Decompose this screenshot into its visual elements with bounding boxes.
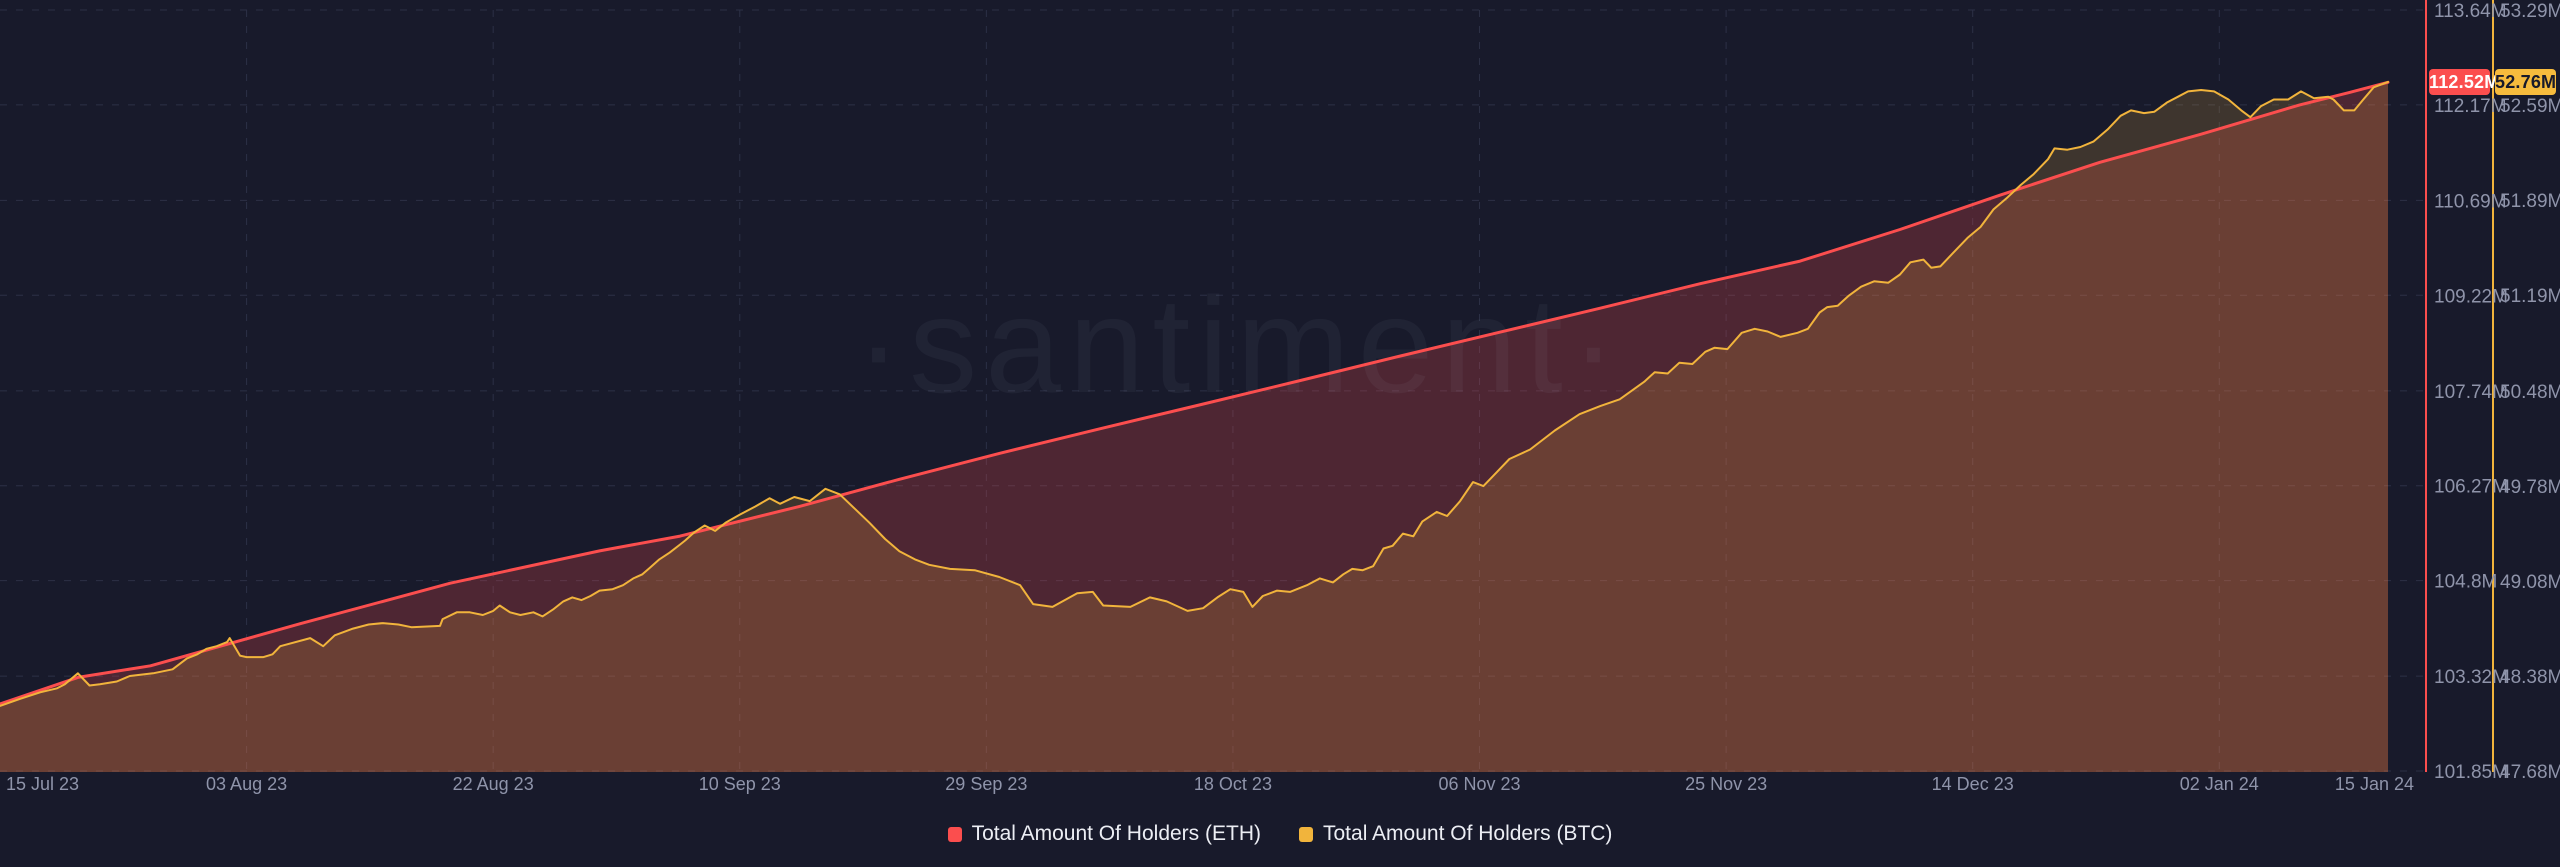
y-axis-labels: 113.64M 112.17M 110.69M 109.22M 107.74M 106.2… [2434, 1, 2560, 783]
x-axis-tick-label: 03 Aug 23 [206, 774, 287, 794]
x-axis-tick-label: 14 Dec 23 [1932, 774, 2014, 794]
btc-axis-tick-label: 52.59M [2500, 96, 2560, 117]
gridlines [0, 9, 2425, 772]
eth-area-fill [0, 82, 2388, 773]
eth-axis-tick-label: 107.74M [2434, 382, 2508, 403]
legend-item-btc[interactable]: Total Amount Of Holders (BTC) [1299, 822, 1612, 846]
eth-axis-tick-label: 101.85M [2434, 762, 2508, 783]
btc-axis-tick-label: 51.19M [2500, 286, 2560, 307]
eth-axis-tick-label: 110.69M [2434, 191, 2507, 212]
legend: Total Amount Of Holders (ETH) Total Amou… [0, 822, 2560, 846]
x-axis-tick-label: 22 Aug 23 [453, 774, 534, 794]
x-axis-tick-label: 25 Nov 23 [1685, 774, 1767, 794]
eth-legend-swatch-icon [947, 826, 962, 842]
eth-axis-tick-label: 103.32M [2434, 667, 2508, 688]
x-axis-tick-label: 02 Jan 24 [2180, 774, 2259, 794]
eth-series-line [0, 80, 2390, 706]
eth-axis-tick-label: 109.22M [2434, 286, 2508, 307]
x-axis-tick-label: 15 Jul 23 [6, 774, 79, 794]
btc-area-fill [0, 81, 2388, 772]
x-axis-tick-label: 29 Sep 23 [945, 774, 1027, 794]
btc-axis-tick-label: 53.29M [2500, 1, 2560, 22]
btc-series-line [0, 80, 2389, 707]
btc-axis-tick-label: 51.89M [2500, 191, 2560, 212]
eth-axis-tick-label: 106.27M [2434, 477, 2508, 498]
legend-item-eth[interactable]: Total Amount Of Holders (ETH) [947, 822, 1261, 846]
eth-axis-tick-label: 112.17M [2434, 96, 2507, 117]
x-axis-tick-label: 06 Nov 23 [1438, 774, 1520, 794]
btc-axis-tick-label: 50.48M [2500, 382, 2560, 403]
eth-last-value-badge: 112.52M [2429, 69, 2499, 95]
santiment-watermark: ·santiment· [856, 269, 1624, 421]
x-axis-labels: 15 Jul 23 03 Aug 23 22 Aug 23 10 Sep 23 29 S… [6, 774, 2414, 794]
btc-last-value-badge: 52.76M [2495, 69, 2556, 95]
eth-axis-tick-label: 104.8M [2434, 572, 2497, 593]
btc-axis-tick-label: 47.68M [2500, 762, 2560, 783]
btc-axis-tick-label: 48.38M [2500, 667, 2560, 688]
x-axis-tick-label: 10 Sep 23 [699, 774, 781, 794]
btc-legend-label: Total Amount Of Holders (BTC) [1323, 822, 1613, 845]
btc-axis-tick-label: 49.08M [2500, 572, 2560, 593]
eth-legend-label: Total Amount Of Holders (ETH) [971, 822, 1261, 845]
btc-legend-swatch-icon [1299, 826, 1313, 842]
eth-axis-tick-label: 113.64M [2434, 1, 2507, 22]
x-axis-tick-label: 15 Jan 24 [2335, 774, 2414, 794]
btc-axis-tick-label: 49.78M [2500, 477, 2560, 498]
x-axis-tick-label: 18 Oct 23 [1194, 774, 1272, 794]
